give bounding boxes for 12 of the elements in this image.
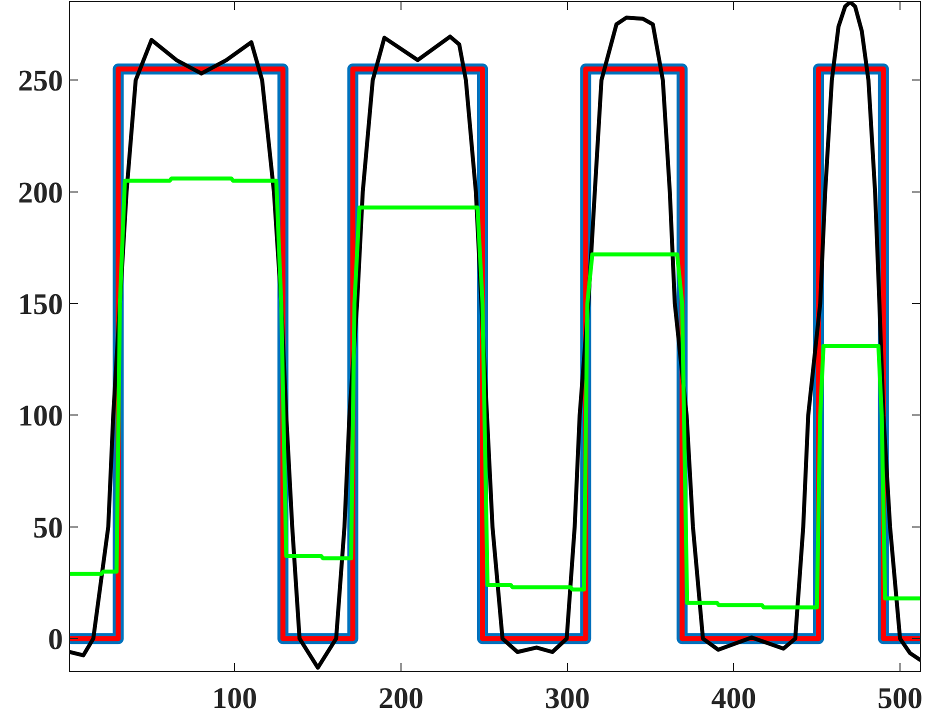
y-tick-label: 0 <box>48 623 63 656</box>
y-tick-label: 100 <box>18 400 63 433</box>
y-tick-label: 50 <box>33 511 63 544</box>
x-tick-label: 400 <box>711 682 756 715</box>
x-tick-label: 100 <box>212 682 258 715</box>
x-tick-label: 500 <box>878 682 923 715</box>
x-tick-label: 200 <box>378 682 424 715</box>
y-tick-label: 250 <box>18 64 63 98</box>
y-tick-label: 150 <box>18 288 63 322</box>
line-series <box>70 176 920 610</box>
x-tick-label: 300 <box>544 682 590 715</box>
y-tick-label: 200 <box>18 176 63 210</box>
